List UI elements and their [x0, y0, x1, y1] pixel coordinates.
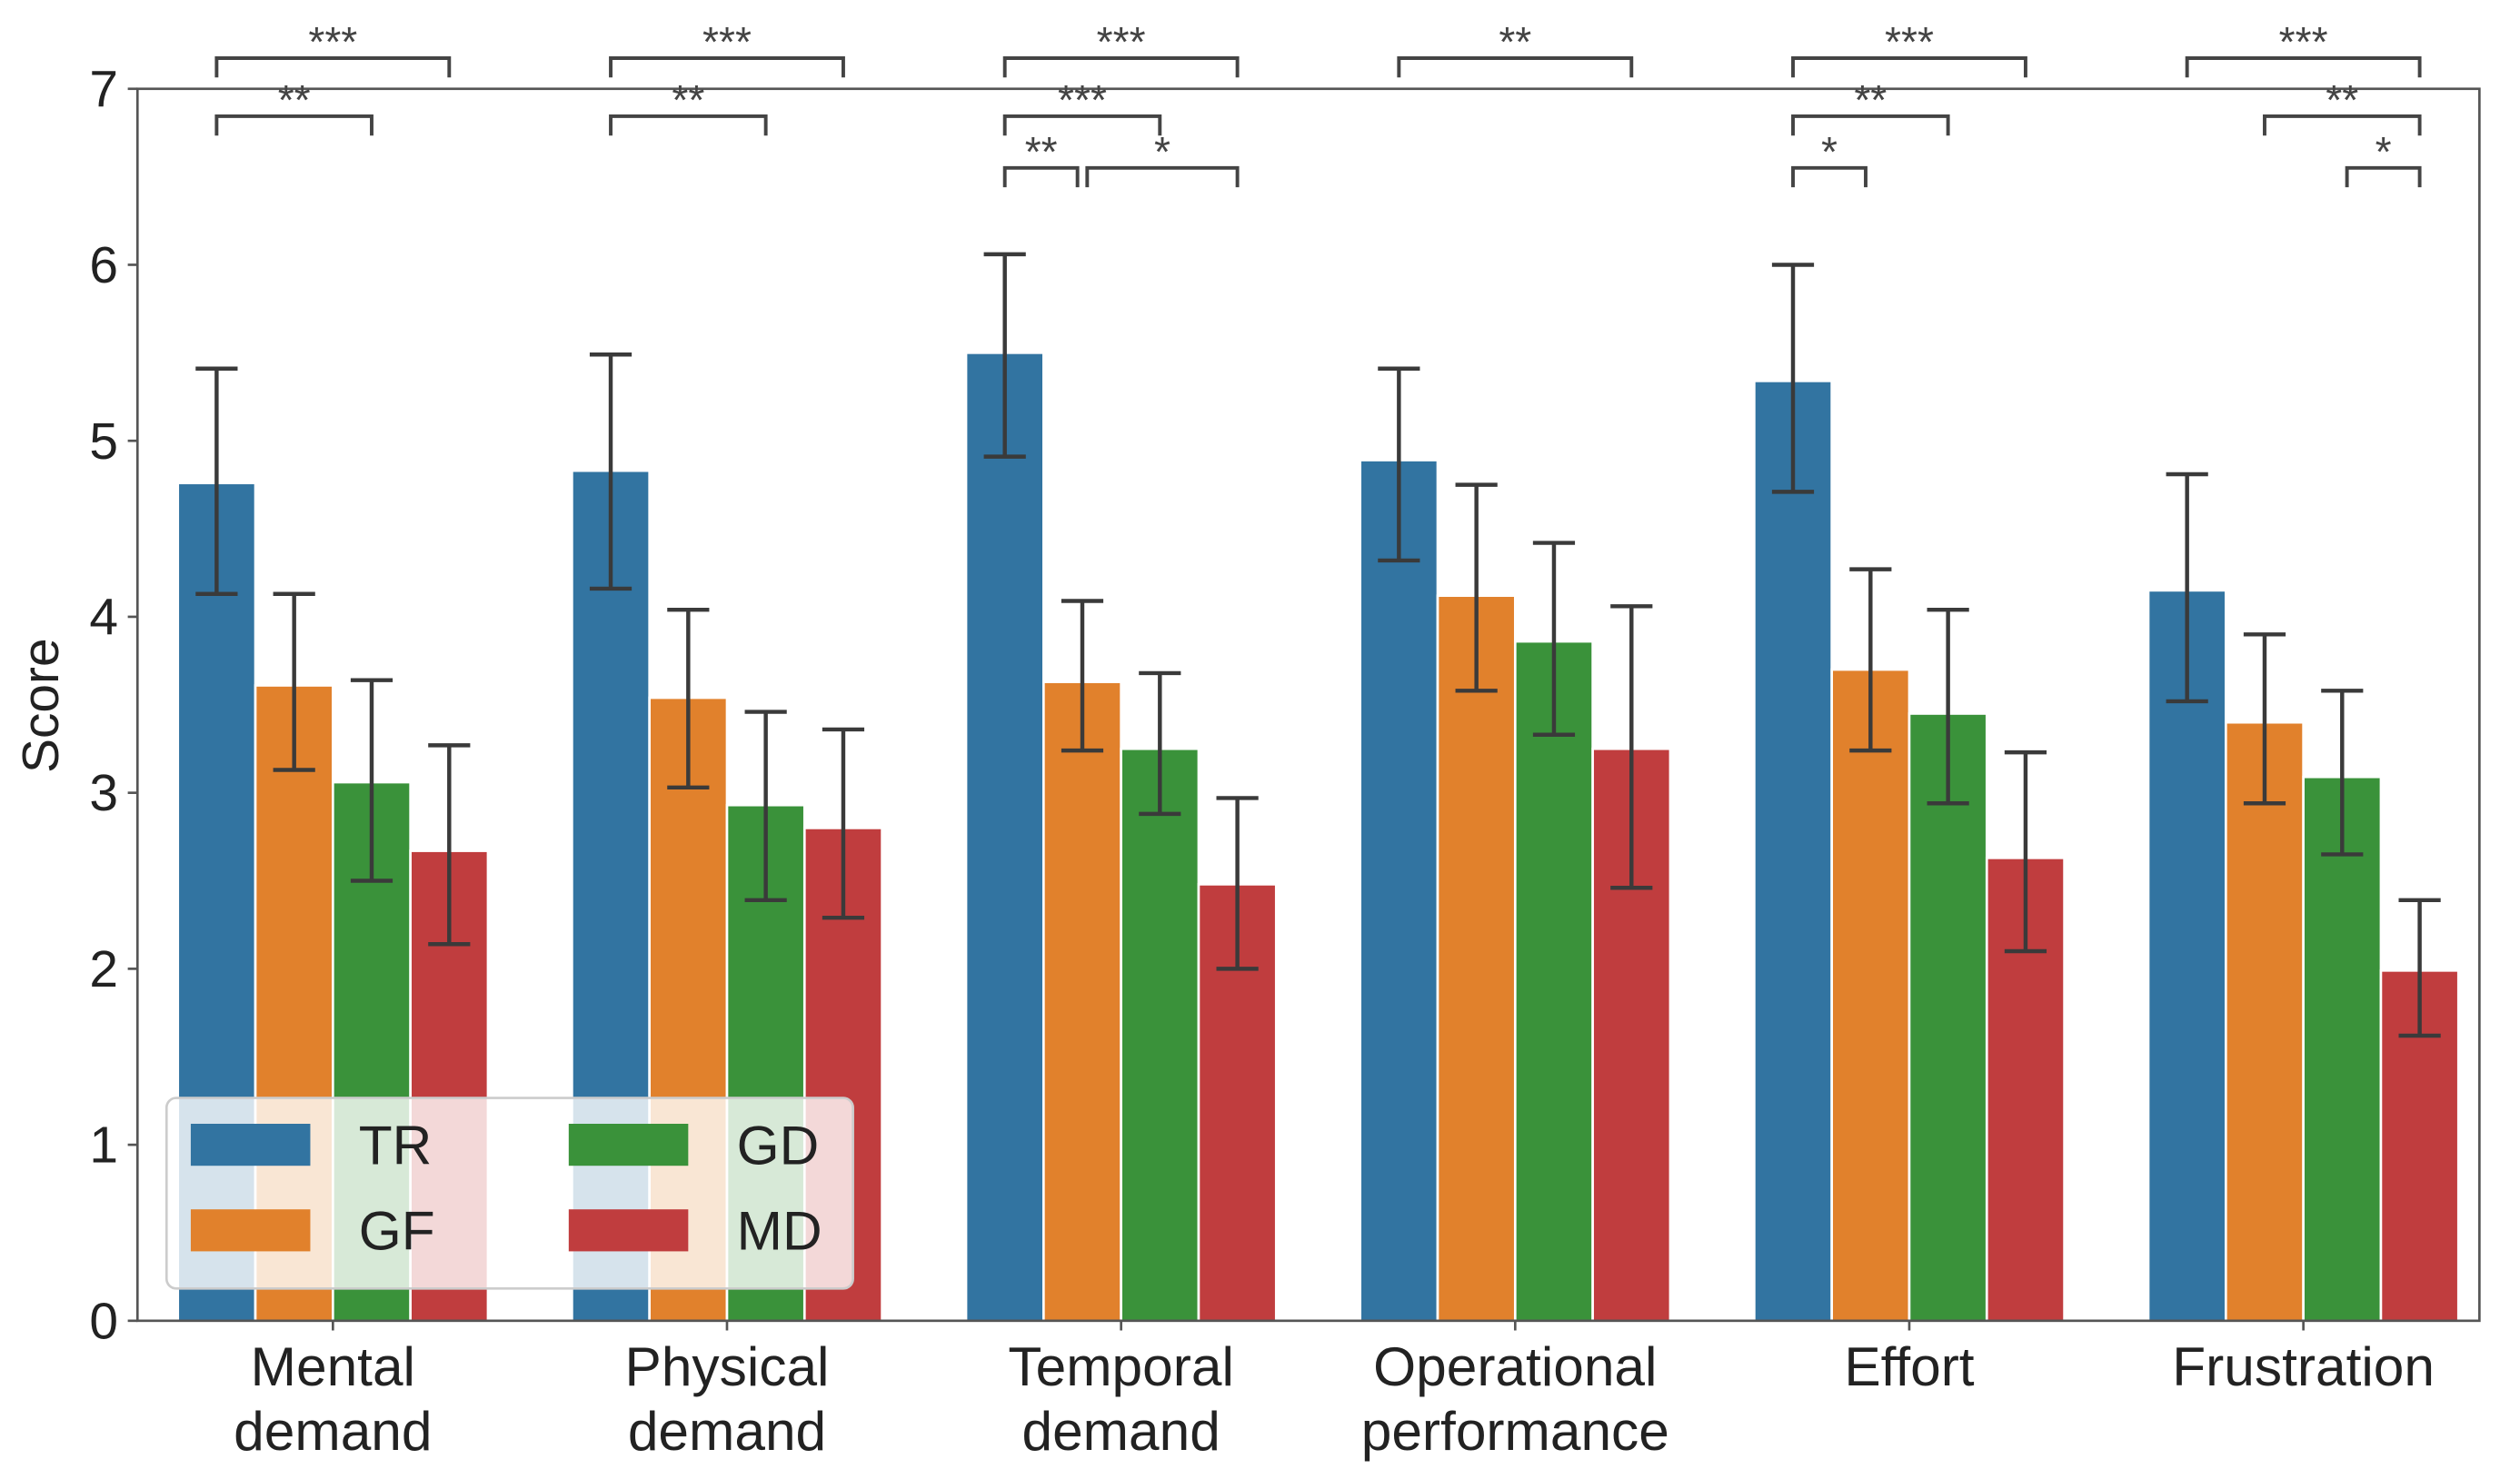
- bar-gf: [1436, 594, 1517, 1323]
- x-tick-label: Operational: [1373, 1335, 1657, 1397]
- significance-bracket: [1791, 114, 1950, 136]
- bar-tr: [964, 352, 1045, 1323]
- x-tick-label: Physical: [625, 1335, 830, 1397]
- significance-bracket: [1002, 56, 1240, 78]
- significance-bracket: [214, 56, 452, 78]
- legend: TR GD GF MD: [164, 1097, 854, 1290]
- bar-tr: [1359, 459, 1439, 1323]
- x-tick-label: performance: [1361, 1400, 1669, 1462]
- significance-label: *: [2376, 128, 2392, 175]
- x-tick-label: demand: [628, 1400, 826, 1462]
- significance-label: ***: [702, 18, 752, 65]
- significance-bracket: [609, 114, 768, 136]
- y-tick-label: 4: [89, 589, 118, 646]
- bar-tr: [1753, 380, 1833, 1323]
- y-tick-label: 6: [89, 237, 118, 294]
- significance-label: *: [1821, 128, 1838, 175]
- significance-label: **: [1499, 18, 1531, 65]
- bar-gf: [1830, 668, 1911, 1323]
- x-tick-label: demand: [234, 1400, 432, 1462]
- significance-label: **: [672, 76, 704, 124]
- legend-swatch-tr: [190, 1123, 311, 1166]
- legend-label: GD: [737, 1114, 820, 1176]
- significance-bracket: [1002, 165, 1080, 188]
- significance-label: *: [1154, 128, 1170, 175]
- bar-gd: [1513, 640, 1594, 1323]
- significance-bracket: [1397, 56, 1634, 78]
- legend-label: GF: [359, 1200, 435, 1262]
- significance-bracket: [214, 114, 374, 136]
- significance-label: **: [2326, 76, 2358, 124]
- significance-label: **: [278, 76, 311, 124]
- axes: 01234567MentaldemandPhysicaldemandTempor…: [89, 61, 2481, 1462]
- bar-gf: [2224, 720, 2305, 1323]
- bar-gd: [1907, 712, 1988, 1323]
- plot-frame: [135, 87, 2481, 1323]
- legend-swatch-gd: [568, 1123, 689, 1166]
- y-axis-label: Score: [13, 638, 70, 773]
- y-tick-label: 3: [89, 765, 118, 822]
- significance-bracket: [2185, 56, 2422, 78]
- x-tick-label: Mental: [251, 1335, 415, 1397]
- significance-bracket: [1085, 165, 1240, 188]
- y-tick-label: 2: [89, 941, 118, 998]
- x-tick-label: Temporal: [1008, 1335, 1233, 1397]
- significance-label: **: [1025, 128, 1058, 175]
- significance-label: ***: [1097, 18, 1146, 65]
- significance-bracket: [1791, 56, 2027, 78]
- y-tick-label: 7: [89, 61, 118, 118]
- bar-tr: [2146, 589, 2227, 1323]
- significance-bracket: [2263, 114, 2422, 136]
- significance-bracket: [2345, 165, 2422, 188]
- bar-gf: [1042, 680, 1122, 1323]
- legend-swatch-md: [568, 1209, 689, 1252]
- significance-label: **: [1854, 76, 1887, 124]
- y-tick-label: 0: [89, 1293, 118, 1350]
- significance-label: ***: [1885, 18, 1934, 65]
- significance-bracket: [609, 56, 845, 78]
- legend-label: TR: [359, 1114, 433, 1176]
- bar-gd: [1120, 747, 1200, 1323]
- legend-label: MD: [737, 1200, 822, 1262]
- x-tick-label: Effort: [1844, 1335, 1974, 1397]
- y-tick-label: 5: [89, 413, 118, 471]
- bar-gd: [2302, 775, 2383, 1323]
- significance-bracket: [1002, 114, 1162, 136]
- significance-label: ***: [308, 18, 357, 65]
- significance-bracket: [1791, 165, 1868, 188]
- significance-label: ***: [2279, 18, 2328, 65]
- error-bars-layer: [195, 252, 2441, 1038]
- significance-label: ***: [1058, 76, 1107, 124]
- significance-brackets: ****************** *** ************: [214, 18, 2422, 188]
- x-tick-label: demand: [1022, 1400, 1220, 1462]
- y-tick-label: 1: [89, 1117, 118, 1175]
- x-tick-label: Frustration: [2172, 1335, 2435, 1397]
- legend-swatch-gf: [190, 1209, 311, 1252]
